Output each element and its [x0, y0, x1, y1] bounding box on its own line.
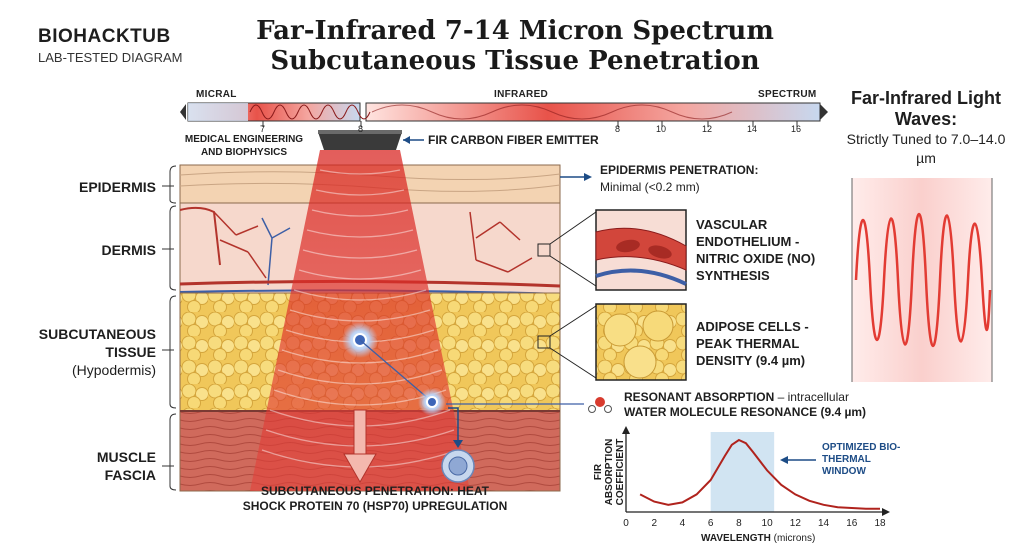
vascular-inset	[595, 209, 687, 291]
layer-label-subcutaneous-text: SUBCUTANEOUS TISSUE	[38, 326, 156, 360]
layer-label-subcutaneous: SUBCUTANEOUS TISSUE (Hypodermis)	[22, 325, 156, 379]
spectrum-bar	[180, 102, 828, 127]
spectrum-tick: 7	[260, 124, 266, 134]
epidermis-annotation-title: EPIDERMIS PENETRATION:	[600, 163, 759, 177]
callout-lines	[162, 165, 597, 491]
epidermis-annotation-value: Minimal (<0.2 mm)	[600, 180, 700, 194]
resonant-annotation-line2: WATER MOLECULE RESONANCE (9.4 µm)	[624, 405, 867, 419]
absorption-curve	[639, 438, 880, 510]
spectrum-tick: 16	[791, 124, 802, 134]
spectrum-label-right: SPECTRUM	[758, 89, 817, 100]
layer-label-hypodermis: (Hypodermis)	[71, 362, 156, 378]
bio-thermal-window-band	[710, 432, 775, 512]
chart-xtick: 0	[623, 518, 629, 529]
layer-label-dermis: DERMIS	[101, 242, 156, 258]
spectrum-label-left: MICRAL	[196, 89, 237, 100]
title-line-2: Subcutaneous Tissue Penetration	[270, 46, 760, 76]
layer-label-muscle: MUSCLE FASCIA	[96, 449, 156, 483]
optimized-window-label: OPTIMIZED BIO-THERMAL WINDOW	[822, 442, 901, 477]
adipose-annotation: ADIPOSE CELLS - PEAK THERMAL DENSITY (9.…	[696, 319, 809, 368]
chart-xtick: 16	[846, 518, 858, 529]
brand-name: BIOHACKTUB	[38, 26, 171, 47]
resonant-annotation-rest: – intracellular	[774, 390, 849, 404]
chart-xtick: 8	[736, 518, 742, 529]
chart-xlabel-bold: WAVELENGTH	[701, 533, 771, 544]
chart-xtick: 4	[679, 518, 686, 529]
spectrum-tick: 8	[358, 124, 364, 134]
side-panel-heading: Far-Infrared Light Waves:	[850, 88, 1001, 129]
chart-xlabel: WAVELENGTH (microns)	[701, 533, 815, 544]
water-molecule-markers	[342, 322, 612, 483]
bottom-penetration-annotation: SUBCUTANEOUS PENETRATION: HEAT SHOCK PRO…	[242, 484, 508, 513]
chart-ylabel: FIR ABSORPTION COEFFICIENT	[593, 438, 626, 506]
adipose-inset	[595, 303, 687, 381]
vascular-annotation: VASCULAR ENDOTHELIUM - NITRIC OXIDE (NO)…	[696, 217, 816, 283]
spectrum-tick: 12	[702, 124, 713, 134]
page-title: Far-Infrared 7-14 Micron Spectrum Subcut…	[235, 16, 795, 76]
spectrum-tick: 10	[656, 124, 667, 134]
fir-emitter	[318, 130, 424, 150]
spectrum-tick: 14	[747, 124, 758, 134]
spectrum-label-middle: INFRARED	[494, 89, 549, 100]
title-line-1: Far-Infrared 7-14 Micron Spectrum	[256, 16, 774, 46]
brand-tagline: LAB-TESTED DIAGRAM	[38, 50, 183, 65]
medical-engineering-note: MEDICAL ENGINEERING AND BIOPHYSICS	[184, 134, 304, 158]
chart-xtick: 12	[789, 518, 801, 529]
emitter-label: FIR CARBON FIBER EMITTER	[428, 133, 599, 147]
chart-xtick: 14	[817, 518, 830, 529]
chart-xtick: 2	[651, 518, 657, 529]
chart-xlabel-unit: (microns)	[773, 533, 816, 544]
spectrum-tick: 8	[615, 124, 621, 134]
chart-xtick: 10	[761, 518, 773, 529]
wave-panel	[851, 178, 993, 382]
chart-xtick: 18	[874, 518, 886, 529]
fir-beam	[250, 150, 470, 491]
absorption-chart	[622, 426, 890, 516]
chart-xtick: 6	[707, 518, 714, 529]
side-panel-subheading: Strictly Tuned to 7.0–14.0 µm	[846, 131, 1006, 166]
resonant-annotation-line1: RESONANT ABSORPTION – intracellular	[624, 390, 849, 404]
layer-label-epidermis: EPIDERMIS	[78, 179, 156, 195]
resonant-annotation-bold: RESONANT ABSORPTION	[624, 390, 775, 404]
